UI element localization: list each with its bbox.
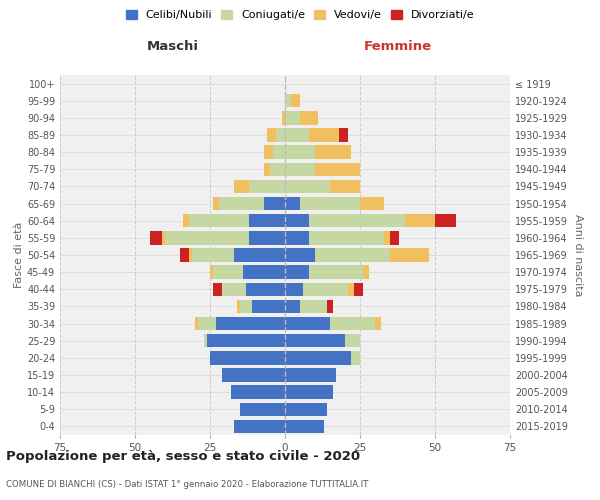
- Bar: [390, 231, 399, 244]
- Bar: [285, 402, 327, 416]
- Bar: [285, 282, 303, 296]
- Bar: [435, 214, 456, 228]
- Bar: [162, 231, 165, 244]
- Bar: [213, 266, 243, 279]
- Legend: Celibi/Nubili, Coniugati/e, Vedovi/e, Divorziati/e: Celibi/Nubili, Coniugati/e, Vedovi/e, Di…: [121, 6, 479, 25]
- Y-axis label: Anni di nascita: Anni di nascita: [573, 214, 583, 296]
- Bar: [291, 94, 300, 108]
- Bar: [246, 282, 285, 296]
- Bar: [309, 231, 384, 244]
- Bar: [234, 248, 285, 262]
- Bar: [285, 334, 345, 347]
- Bar: [165, 231, 249, 244]
- Bar: [252, 300, 285, 313]
- Bar: [315, 146, 351, 159]
- Bar: [249, 214, 285, 228]
- Bar: [234, 180, 249, 193]
- Bar: [219, 197, 264, 210]
- Bar: [300, 197, 360, 210]
- Bar: [240, 300, 252, 313]
- Bar: [309, 128, 339, 141]
- Text: Popolazione per età, sesso e stato civile - 2020: Popolazione per età, sesso e stato civil…: [6, 450, 360, 463]
- Bar: [384, 231, 390, 244]
- Bar: [267, 128, 276, 141]
- Bar: [315, 248, 390, 262]
- Bar: [189, 248, 192, 262]
- Y-axis label: Fasce di età: Fasce di età: [14, 222, 24, 288]
- Bar: [213, 282, 222, 296]
- Bar: [300, 300, 327, 313]
- Bar: [216, 317, 285, 330]
- Bar: [285, 300, 300, 313]
- Bar: [183, 214, 189, 228]
- Bar: [204, 334, 207, 347]
- Bar: [285, 214, 309, 228]
- Bar: [273, 146, 285, 159]
- Bar: [285, 162, 315, 176]
- Bar: [234, 420, 285, 433]
- Bar: [300, 111, 318, 124]
- Bar: [309, 214, 405, 228]
- Bar: [285, 351, 351, 364]
- Text: Maschi: Maschi: [146, 40, 199, 52]
- Bar: [351, 351, 360, 364]
- Bar: [285, 266, 309, 279]
- Bar: [270, 162, 285, 176]
- Bar: [327, 300, 333, 313]
- Bar: [222, 282, 246, 296]
- Bar: [195, 317, 198, 330]
- Bar: [330, 180, 360, 193]
- Bar: [249, 180, 285, 193]
- Bar: [237, 300, 240, 313]
- Bar: [315, 162, 360, 176]
- Bar: [285, 197, 300, 210]
- Bar: [360, 197, 384, 210]
- Bar: [309, 266, 363, 279]
- Bar: [264, 146, 273, 159]
- Bar: [282, 111, 285, 124]
- Bar: [249, 231, 285, 244]
- Bar: [285, 317, 330, 330]
- Bar: [285, 180, 330, 193]
- Bar: [207, 334, 285, 347]
- Bar: [285, 248, 315, 262]
- Bar: [363, 266, 369, 279]
- Bar: [231, 386, 285, 399]
- Bar: [285, 128, 309, 141]
- Bar: [285, 146, 315, 159]
- Bar: [339, 128, 348, 141]
- Bar: [375, 317, 381, 330]
- Bar: [189, 214, 249, 228]
- Bar: [285, 386, 333, 399]
- Bar: [285, 368, 336, 382]
- Bar: [210, 351, 285, 364]
- Bar: [240, 402, 285, 416]
- Bar: [264, 197, 285, 210]
- Bar: [285, 94, 291, 108]
- Bar: [348, 282, 354, 296]
- Bar: [210, 266, 213, 279]
- Bar: [303, 282, 348, 296]
- Text: Femmine: Femmine: [364, 40, 431, 52]
- Bar: [405, 214, 435, 228]
- Bar: [150, 231, 162, 244]
- Bar: [330, 317, 375, 330]
- Bar: [198, 317, 216, 330]
- Bar: [345, 334, 360, 347]
- Bar: [390, 248, 429, 262]
- Text: COMUNE DI BIANCHI (CS) - Dati ISTAT 1° gennaio 2020 - Elaborazione TUTTITALIA.IT: COMUNE DI BIANCHI (CS) - Dati ISTAT 1° g…: [6, 480, 368, 489]
- Bar: [285, 420, 324, 433]
- Bar: [264, 162, 270, 176]
- Bar: [285, 111, 300, 124]
- Bar: [276, 128, 285, 141]
- Bar: [354, 282, 363, 296]
- Bar: [192, 248, 234, 262]
- Bar: [213, 197, 219, 210]
- Bar: [243, 266, 285, 279]
- Bar: [180, 248, 189, 262]
- Bar: [222, 368, 285, 382]
- Bar: [285, 231, 309, 244]
